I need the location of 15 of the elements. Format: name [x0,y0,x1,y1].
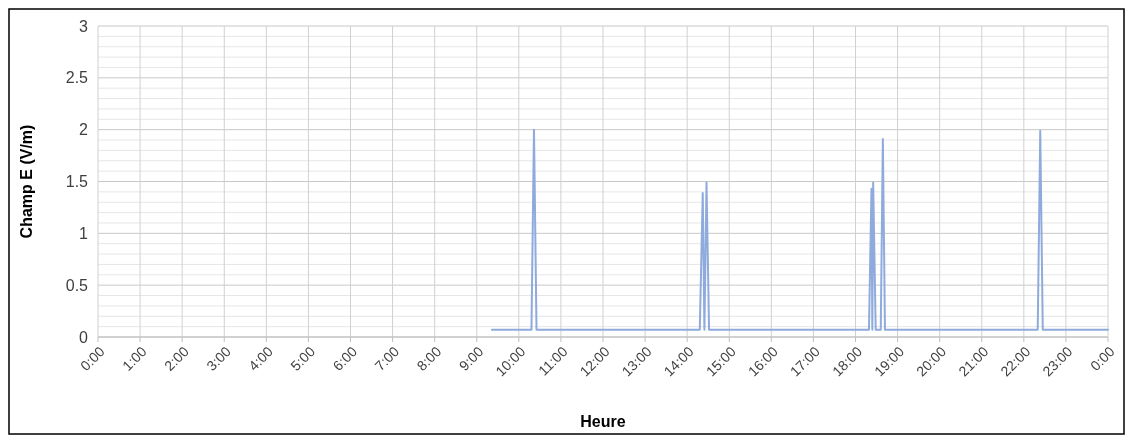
y-tick-label: 2 [79,121,89,139]
x-tick-label: 0:00 [77,343,108,374]
x-tick-label: 7:00 [371,343,403,374]
y-tick-label: 1.5 [65,173,89,191]
y-axis-title: Champ E (V/m) [18,124,35,239]
y-tick-label: 0 [79,328,89,346]
x-axis-title: Heure [580,413,626,430]
x-tick-label: 4:00 [245,343,277,374]
y-tick-label: 3 [79,17,89,35]
y-tick-label: 0.5 [65,276,89,294]
x-tick-label: 0:00 [1087,343,1118,374]
y-tick-label: 1 [79,224,89,242]
y-tick-label: 2.5 [65,69,89,87]
x-tick-label: 6:00 [329,343,361,374]
line-series [490,128,1109,331]
